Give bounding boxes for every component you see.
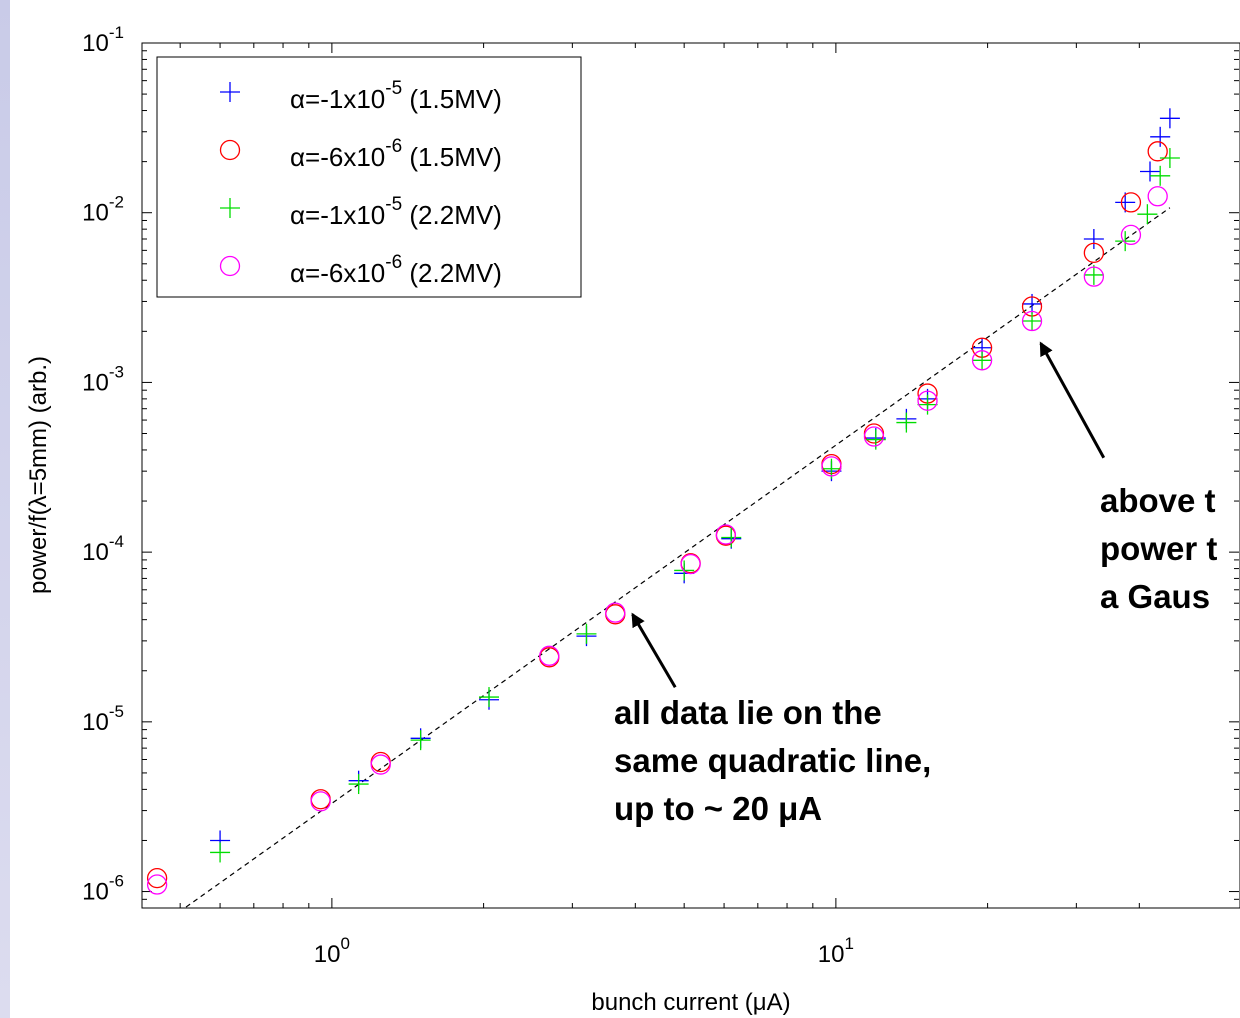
data-point-series-1 xyxy=(1083,228,1104,249)
data-point-series-3 xyxy=(896,412,917,433)
legend-label-3: α=-1x10-5 (2.2MV) xyxy=(290,194,502,230)
data-point-series-4 xyxy=(1021,310,1043,332)
data-point-series-3 xyxy=(410,730,431,751)
data-point-series-3 xyxy=(1150,165,1171,186)
data-point-series-4 xyxy=(605,602,626,623)
data-point-series-3 xyxy=(1137,204,1158,225)
y-tick-label: 10-5 xyxy=(82,702,124,736)
data-point-series-4 xyxy=(715,524,737,545)
data-point-series-3 xyxy=(1022,311,1043,332)
x-tick-label: 101 xyxy=(818,934,854,968)
annotation-1-line-3: up to ~ 20 μA xyxy=(614,790,822,827)
x-tick-labels: 100 101 xyxy=(314,934,854,968)
data-point-series-1 xyxy=(1140,161,1160,182)
annotation-2-line-3: a Gaus xyxy=(1100,578,1210,615)
data-point-series-4 xyxy=(680,553,701,575)
data-point-series-3 xyxy=(576,623,597,644)
annotation-1-line-1: all data lie on the xyxy=(614,694,882,731)
legend-marker-2 xyxy=(219,139,241,161)
annotation-2-line-2: power t xyxy=(1100,530,1217,567)
legend-marker-4 xyxy=(219,255,241,277)
annotation-arrow-1 xyxy=(631,612,677,688)
data-point-series-4 xyxy=(863,426,885,447)
data-point-series-4 xyxy=(539,645,560,666)
quadratic-reference-line xyxy=(183,207,1171,908)
annotation-2-line-1: above t xyxy=(1100,482,1216,519)
data-point-series-3 xyxy=(917,394,938,415)
legend-label-4: α=-6x10-6 (2.2MV) xyxy=(290,252,502,288)
y-tick-label: 10-6 xyxy=(82,872,124,906)
data-point-series-2 xyxy=(1120,192,1142,213)
legend-marker-3 xyxy=(220,198,240,218)
data-point-series-2 xyxy=(146,867,168,889)
data-point-series-3 xyxy=(1083,264,1104,285)
data-point-series-2 xyxy=(1147,141,1168,162)
data-point-series-1 xyxy=(1115,192,1136,213)
data-point-series-1 xyxy=(1159,108,1180,129)
data-point-series-3 xyxy=(210,842,231,863)
data-point-series-2 xyxy=(1083,242,1105,264)
data-point-series-3 xyxy=(721,527,742,548)
data-point-series-4 xyxy=(1083,266,1105,287)
data-point-series-3 xyxy=(348,774,369,795)
chart: 10-6 10-5 10-4 10-3 10-2 10-1 100 101 bunch cu… xyxy=(25,23,1240,1016)
x-tick-label: 100 xyxy=(314,934,350,968)
reference-line-group xyxy=(183,207,1171,908)
y-tick-label: 10-2 xyxy=(82,193,124,227)
data-point-series-4 xyxy=(1120,224,1142,246)
data-point-series-4 xyxy=(917,390,938,411)
annotation-1-line-2: same quadratic line, xyxy=(614,742,931,779)
data-point-series-3 xyxy=(972,350,993,371)
annotation-arrow-2 xyxy=(1039,341,1106,459)
legend-label-1: α=-1x10-5 (1.5MV) xyxy=(290,78,502,114)
data-point-series-4 xyxy=(146,874,168,895)
legend-marker-1 xyxy=(220,82,240,102)
y-tick-labels: 10-6 10-5 10-4 10-3 10-2 10-1 xyxy=(82,23,124,906)
data-point-series-4 xyxy=(310,791,331,812)
data-marks xyxy=(146,108,1180,895)
data-point-series-3 xyxy=(1115,231,1136,252)
axis-ticks xyxy=(142,42,1239,909)
data-point-series-4 xyxy=(370,754,391,775)
data-point-series-1 xyxy=(1150,126,1171,147)
data-point-series-4 xyxy=(821,456,842,477)
annotations: all data lie on the same quadratic line, u… xyxy=(614,341,1217,827)
data-point-series-4 xyxy=(971,350,993,371)
x-axis-label: bunch current (μA) xyxy=(591,989,790,1016)
legend-label-2: α=-6x10-6 (1.5MV) xyxy=(290,136,502,172)
y-tick-label: 10-4 xyxy=(82,532,124,566)
legend: α=-1x10-5 (1.5MV) α=-6x10-6 (1.5MV) α=-1x1… xyxy=(156,56,582,298)
data-point-series-3 xyxy=(1159,148,1180,169)
data-point-series-4 xyxy=(1147,186,1168,207)
data-point-series-3 xyxy=(479,687,500,708)
y-axis-label: power/f(λ=5mm) (arb.) xyxy=(25,356,52,594)
y-tick-label: 10-3 xyxy=(82,362,124,396)
y-tick-label: 10-1 xyxy=(82,23,124,57)
